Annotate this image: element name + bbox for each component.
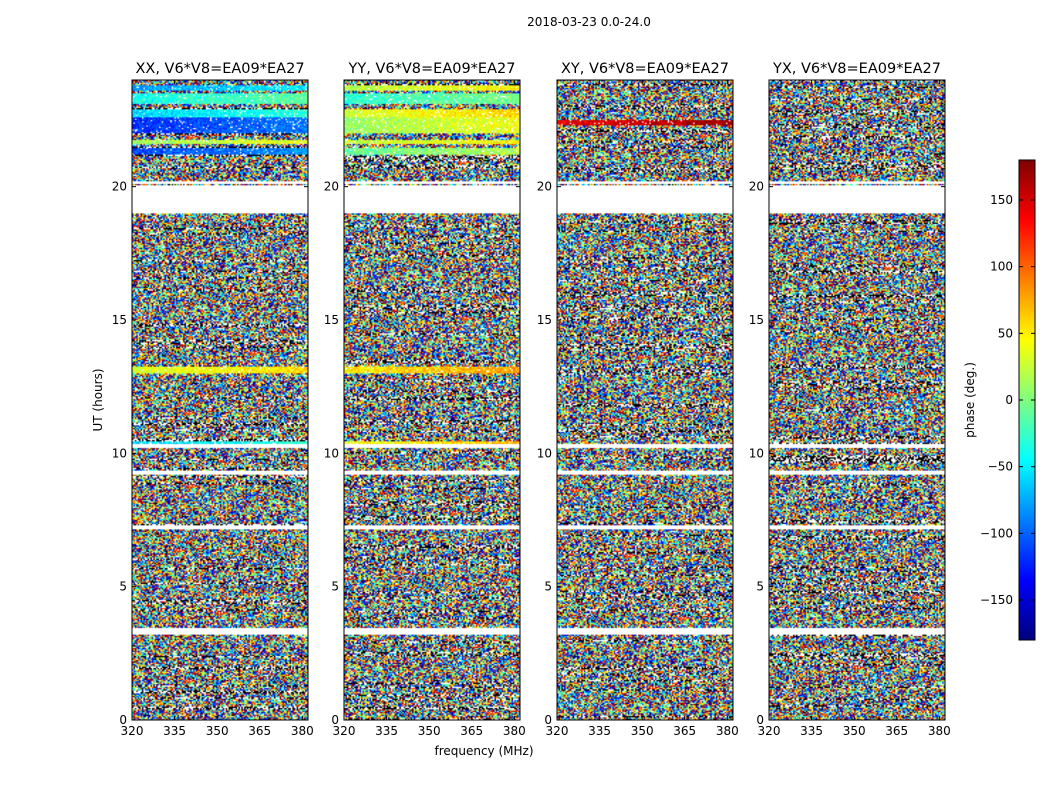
y-axis: 0 5 10 15 20: [749, 180, 945, 727]
colorbar-tick-label: 50: [998, 326, 1013, 340]
panel-title: YX, V6*V8=EA09*EA27: [772, 61, 941, 77]
panel-xy: XY, V6*V8=EA09*EA27 320 335 350 365 380 0 5 10…: [537, 61, 739, 738]
y-tick-label: 0: [756, 713, 764, 727]
heatmap-image: [344, 80, 520, 720]
x-tick-label: 350: [206, 724, 229, 738]
y-tick-label: 0: [119, 713, 127, 727]
x-tick-label: 335: [163, 724, 186, 738]
plot-frame: [556, 79, 734, 721]
y-tick-label: 10: [749, 446, 764, 460]
x-tick-label: 320: [546, 724, 569, 738]
colorbar-ticks: −150 −100 −50 0 50 100 150: [980, 193, 1035, 607]
x-tick-label: 335: [588, 724, 611, 738]
x-tick-label: 350: [418, 724, 441, 738]
colorbar-tick-label: −50: [988, 460, 1013, 474]
x-tick-label: 350: [631, 724, 654, 738]
x-tick-label: 380: [716, 724, 739, 738]
colorbar-label: phase (deg.): [963, 362, 977, 438]
x-axis: 320 335 350 365 380: [546, 80, 739, 738]
y-tick-label: 15: [324, 313, 339, 327]
y-tick-label: 15: [537, 313, 552, 327]
y-tick-label: 20: [112, 180, 127, 194]
y-tick-label: 15: [749, 313, 764, 327]
x-tick-label: 335: [800, 724, 823, 738]
panel-yx: YX, V6*V8=EA09*EA27 320 335 350 365 380 0 5 10…: [749, 61, 951, 738]
colorbar-tick-label: 150: [990, 193, 1013, 207]
y-tick-label: 5: [331, 580, 339, 594]
y-tick-label: 20: [749, 180, 764, 194]
y-tick-label: 0: [544, 713, 552, 727]
colorbar-tick-label: −100: [980, 526, 1013, 540]
y-tick-label: 10: [537, 446, 552, 460]
x-tick-label: 380: [928, 724, 951, 738]
plot-frame: [131, 79, 309, 721]
panel-title: YY, V6*V8=EA09*EA27: [348, 61, 516, 77]
y-tick-label: 10: [112, 446, 127, 460]
panel-yy: YY, V6*V8=EA09*EA27 320 335 350 365 380 0 5 10…: [324, 61, 526, 738]
x-axis-label: frequency (MHz): [434, 744, 533, 758]
x-tick-label: 380: [291, 724, 314, 738]
x-tick-label: 365: [673, 724, 696, 738]
heatmap-image: [557, 80, 733, 720]
plot-frame: [768, 79, 946, 721]
x-tick-label: 365: [460, 724, 483, 738]
colorbar-tick-label: 100: [990, 260, 1013, 274]
y-tick-label: 10: [324, 446, 339, 460]
x-tick-label: 380: [503, 724, 526, 738]
y-axis: 0 5 10 15 20: [324, 180, 520, 727]
y-tick-label: 20: [324, 180, 339, 194]
x-tick-label: 365: [885, 724, 908, 738]
y-tick-label: 5: [756, 580, 764, 594]
y-tick-label: 5: [544, 580, 552, 594]
x-axis: 320 335 350 365 380: [333, 80, 526, 738]
x-axis: 320 335 350 365 380: [121, 80, 314, 738]
y-tick-label: 5: [119, 580, 127, 594]
x-tick-label: 350: [843, 724, 866, 738]
y-tick-label: 0: [331, 713, 339, 727]
y-axis-label: UT (hours): [91, 368, 105, 431]
panel-xx: XX, V6*V8=EA09*EA27 320 335 350 365 380 0 5 10…: [112, 61, 314, 738]
heatmap-image: [769, 80, 945, 720]
x-tick-label: 320: [121, 724, 144, 738]
heatmap-image: [132, 80, 308, 720]
y-tick-label: 20: [537, 180, 552, 194]
panel-title: XY, V6*V8=EA09*EA27: [561, 61, 729, 77]
y-tick-label: 15: [112, 313, 127, 327]
x-tick-label: 320: [333, 724, 356, 738]
y-axis: 0 5 10 15 20: [537, 180, 733, 727]
panel-title: XX, V6*V8=EA09*EA27: [135, 61, 304, 77]
colorbar-tick-label: 0: [1005, 393, 1013, 407]
y-axis: 0 5 10 15 20: [112, 180, 308, 727]
x-tick-label: 365: [248, 724, 271, 738]
plot-frame: [343, 79, 521, 721]
figure-title: 2018-03-23 0.0-24.0: [527, 15, 651, 29]
x-axis: 320 335 350 365 380: [758, 80, 951, 738]
x-tick-label: 320: [758, 724, 781, 738]
x-tick-label: 335: [375, 724, 398, 738]
colorbar: −150 −100 −50 0 50 100 150 phase (deg.): [963, 159, 1036, 641]
colorbar-tick-label: −150: [980, 593, 1013, 607]
